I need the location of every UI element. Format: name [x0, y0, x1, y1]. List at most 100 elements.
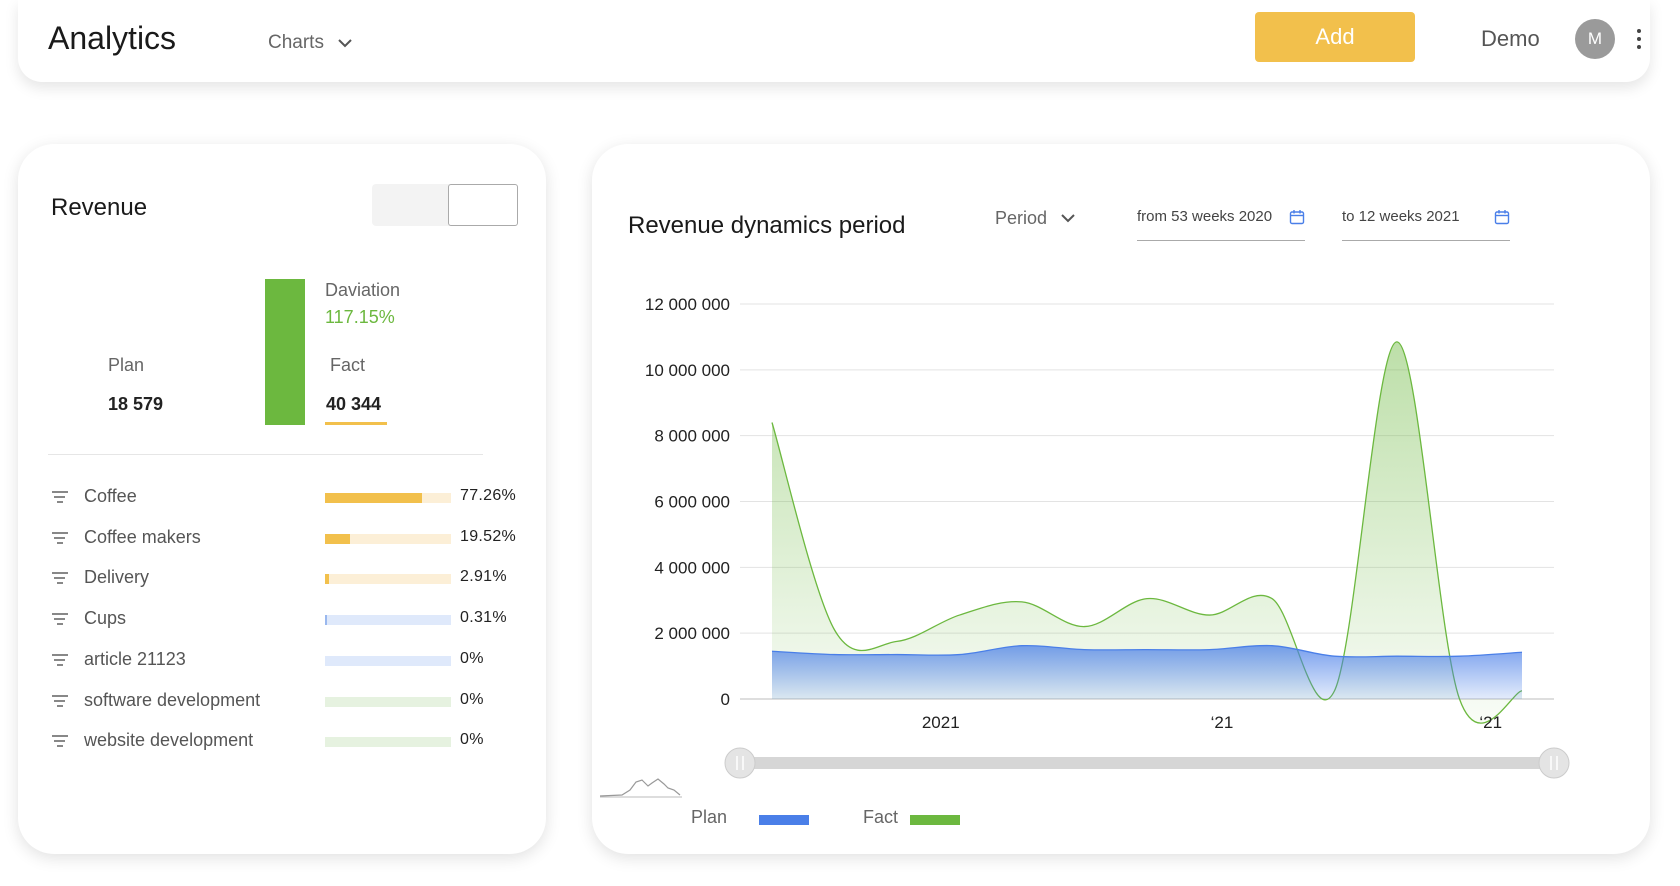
app-title: Analytics — [48, 20, 177, 56]
category-name: Coffee makers — [84, 526, 201, 547]
x-tick-label: 2021 — [922, 713, 960, 732]
category-name: software development — [84, 689, 261, 710]
category-name: website development — [84, 730, 254, 751]
category-name: Cups — [84, 608, 127, 629]
data-point-fact — [770, 420, 775, 425]
category-row[interactable]: Coffee 77.26% — [18, 483, 546, 513]
filter-icon[interactable] — [52, 491, 68, 503]
category-name: article 21123 — [84, 648, 186, 669]
data-point-plan — [1145, 647, 1150, 652]
avatar[interactable]: M — [1575, 19, 1615, 59]
range-handle-right[interactable] — [1538, 747, 1570, 779]
category-row[interactable]: article 21123 0% — [18, 646, 546, 676]
fact-label: Fact — [330, 355, 366, 375]
range-handle-left[interactable] — [724, 747, 756, 779]
divider — [48, 454, 483, 455]
deviation-value: 117.15% — [325, 307, 395, 327]
chevron-down-icon — [1061, 214, 1075, 223]
category-progress-fill — [325, 615, 327, 626]
filter-icon[interactable] — [52, 735, 68, 748]
charts-menu-label: Charts — [268, 32, 324, 53]
category-progress-bar — [325, 737, 451, 748]
data-point-fact — [1020, 599, 1025, 604]
data-point-fact — [1270, 596, 1275, 601]
date-from-field[interactable]: from 53 weeks 2020 — [1137, 208, 1305, 241]
y-tick-label: 4 000 000 — [654, 558, 730, 577]
range-slider[interactable] — [724, 747, 1570, 779]
date-to-field[interactable]: to 12 weeks 2021 — [1342, 208, 1510, 241]
data-point-plan — [957, 652, 962, 657]
calendar-icon[interactable] — [1494, 209, 1510, 225]
data-point-fact — [1395, 339, 1400, 344]
user-name[interactable]: Demo — [1481, 26, 1540, 51]
series-line-fact — [771, 341, 1523, 724]
revenue-title: Revenue — [51, 194, 148, 221]
plan-value: 18 579 — [108, 394, 164, 414]
category-percent: 2.91% — [460, 568, 507, 586]
filter-icon[interactable] — [52, 572, 68, 585]
filter-icon[interactable] — [52, 694, 68, 707]
category-row[interactable]: Delivery 2.91% — [18, 564, 546, 594]
revenue-card: Revenue Daviation 117.15% Plan 18 579 Fa… — [18, 144, 546, 854]
fact-underline — [325, 422, 387, 425]
date-to-value: to 12 weeks 2021 — [1342, 208, 1460, 225]
top-bar: Analytics Charts Add Demo M — [18, 0, 1650, 82]
x-tick-label: ‘21 — [1479, 713, 1502, 732]
category-name: Coffee — [84, 486, 137, 506]
data-point-plan — [1082, 647, 1087, 652]
legend-plan-label: Plan — [691, 807, 728, 827]
data-point-fact — [895, 639, 900, 644]
category-progress-fill — [325, 533, 350, 544]
filter-icon[interactable] — [52, 531, 68, 544]
toggle-knob[interactable] — [448, 184, 518, 226]
category-progress-fill — [325, 493, 423, 503]
navigator-preview-icon — [599, 778, 682, 798]
charts-menu-dropdown[interactable]: Charts — [268, 32, 352, 54]
period-label: Period — [995, 208, 1048, 228]
data-point-plan — [770, 649, 775, 654]
y-tick-label: 12 000 000 — [645, 295, 730, 314]
y-tick-label: 6 000 000 — [654, 493, 730, 512]
data-point-fact — [1207, 613, 1212, 618]
revenue-chart: 0 2 000 000 4 000 000 6 000 000 8 000 000 10 … — [599, 295, 1570, 798]
category-row[interactable]: Coffee makers 19.52% — [18, 524, 546, 554]
series-area-plan — [772, 645, 1522, 699]
deviation-label: Daviation — [325, 280, 401, 300]
data-point-plan — [1395, 654, 1400, 659]
view-toggle[interactable] — [372, 184, 518, 226]
category-row[interactable]: software development 0% — [18, 687, 546, 717]
data-point-plan — [1332, 654, 1337, 659]
y-tick-label: 0 — [721, 690, 730, 709]
filter-icon[interactable] — [52, 613, 68, 626]
category-progress-bar — [325, 655, 451, 666]
category-progress-bar — [325, 493, 451, 503]
plan-label: Plan — [108, 355, 145, 375]
period-dropdown[interactable]: Period — [995, 208, 1075, 229]
filter-icon[interactable] — [52, 653, 68, 666]
chevron-down-icon — [338, 38, 352, 47]
dynamics-card: Revenue dynamics period Period from 53 w… — [592, 144, 1650, 854]
dynamics-title: Revenue dynamics period — [628, 212, 906, 239]
legend-fact-label: Fact — [863, 807, 899, 827]
data-point-plan — [832, 652, 837, 657]
category-progress-fill — [325, 574, 329, 585]
fact-value: 40 344 — [326, 394, 382, 414]
data-point-plan — [1520, 650, 1525, 655]
add-button[interactable]: Add — [1255, 12, 1415, 62]
data-point-plan — [1207, 647, 1212, 652]
y-tick-label: 10 000 000 — [645, 361, 730, 380]
category-progress-bar — [325, 696, 451, 707]
data-point-plan — [1457, 654, 1462, 659]
calendar-icon[interactable] — [1289, 209, 1305, 225]
legend-fact-swatch — [910, 815, 960, 825]
y-tick-label: 8 000 000 — [654, 427, 730, 446]
data-point-fact — [832, 627, 837, 632]
category-progress-bar — [325, 615, 451, 626]
more-options-icon[interactable] — [1634, 24, 1644, 54]
data-point-plan — [1020, 643, 1025, 648]
x-tick-label: ‘21 — [1211, 713, 1234, 732]
category-row[interactable]: Cups 0.31% — [18, 605, 546, 635]
category-row[interactable]: website development 0% — [18, 727, 546, 757]
data-point-plan — [895, 652, 900, 657]
category-percent: 0% — [460, 731, 484, 749]
